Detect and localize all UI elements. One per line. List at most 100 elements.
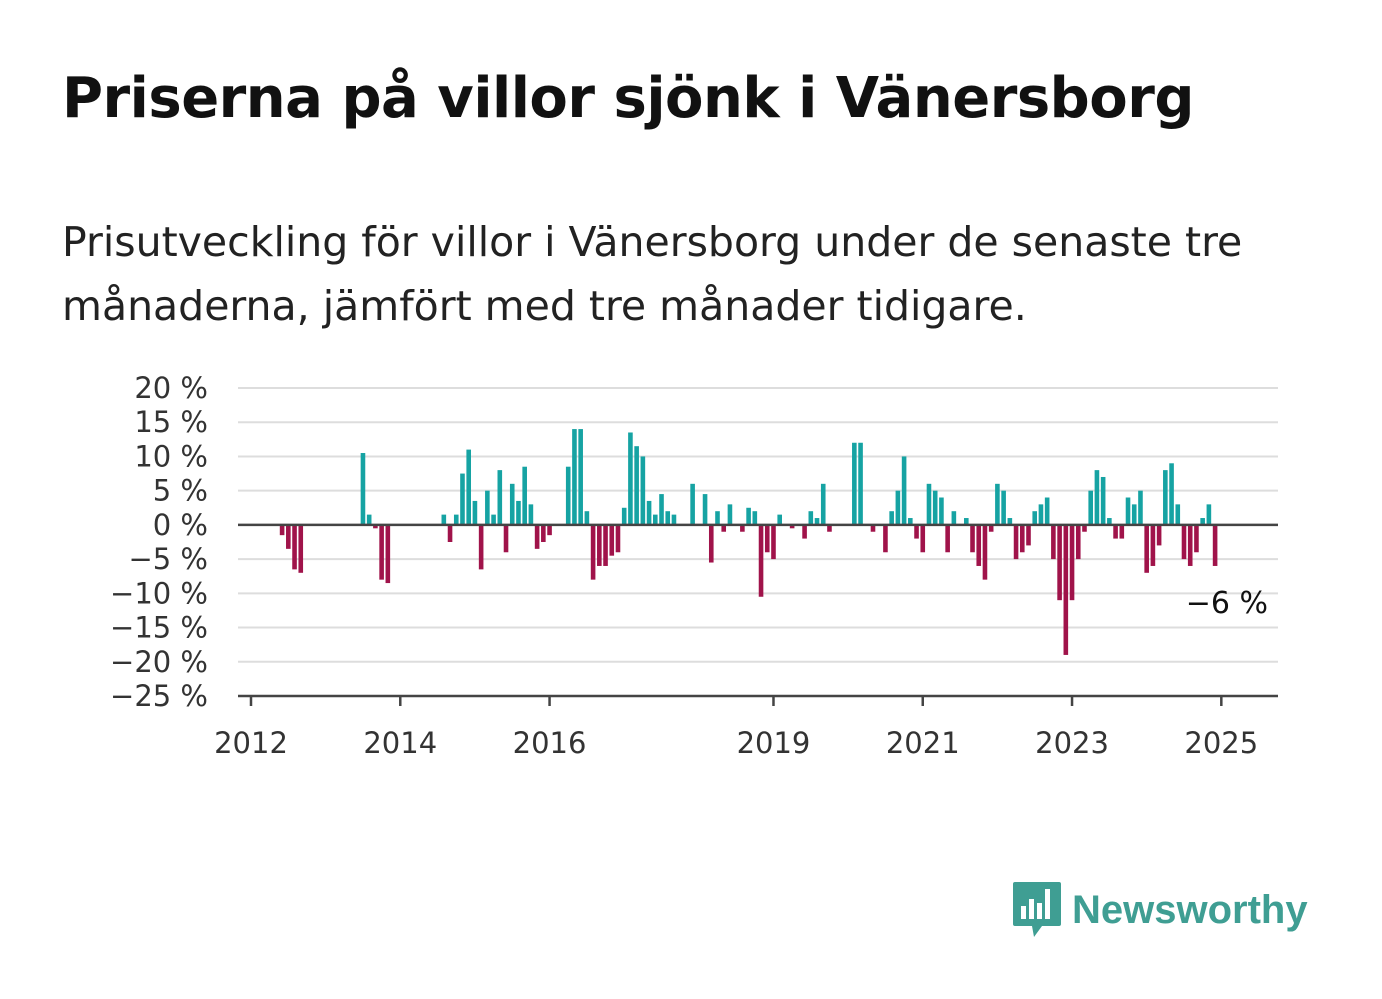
bar — [516, 500, 521, 525]
bar — [1169, 463, 1174, 525]
bar — [1088, 490, 1093, 525]
bar — [460, 473, 465, 525]
bar — [640, 456, 646, 525]
bar — [1044, 497, 1050, 525]
bar — [441, 514, 447, 525]
bar — [708, 524, 714, 563]
bar — [1150, 524, 1156, 566]
bar — [603, 524, 608, 566]
bar — [1051, 524, 1056, 560]
y-tick-label: 20 % — [134, 371, 208, 405]
bar — [908, 518, 913, 525]
bar — [771, 524, 776, 560]
bar — [945, 524, 950, 553]
bar — [789, 524, 795, 529]
last-value-annotation: −6 % — [1186, 586, 1268, 621]
bar — [964, 518, 969, 525]
y-tick-label: −25 % — [110, 679, 208, 713]
bar — [1038, 504, 1044, 525]
bar — [1094, 470, 1100, 525]
bar — [497, 470, 503, 525]
x-tick-label: 2014 — [363, 726, 437, 760]
bar — [292, 524, 297, 570]
bar — [659, 494, 664, 525]
bar — [298, 524, 304, 573]
bar — [453, 514, 459, 525]
bar — [634, 446, 639, 525]
bar — [385, 524, 391, 584]
bar — [914, 524, 919, 539]
bar — [852, 442, 857, 525]
bar — [509, 483, 515, 525]
bar — [951, 511, 957, 525]
bar — [1113, 524, 1118, 539]
y-tick-label: 5 % — [153, 474, 208, 508]
bar — [379, 524, 384, 580]
x-tick-label: 2016 — [513, 726, 587, 760]
bar — [988, 524, 994, 532]
bar — [1063, 524, 1069, 655]
x-tick-label: 2019 — [737, 726, 811, 760]
bar — [522, 466, 527, 525]
bar — [901, 456, 907, 525]
bar — [1125, 497, 1131, 525]
bar — [1212, 524, 1218, 566]
bar — [1206, 504, 1212, 525]
bar — [1138, 490, 1143, 525]
y-tick-label: 0 % — [153, 508, 208, 542]
y-tick-label: −10 % — [110, 576, 208, 610]
bar — [279, 524, 285, 536]
bar — [609, 524, 615, 556]
bar — [597, 524, 602, 566]
bar — [883, 524, 888, 553]
bar — [578, 429, 583, 525]
bar — [939, 497, 944, 525]
bar — [565, 466, 571, 525]
y-tick-label: 10 % — [134, 439, 208, 473]
bar — [932, 490, 938, 525]
bar — [541, 524, 546, 542]
bar — [1181, 524, 1187, 560]
bar — [615, 524, 621, 553]
chart-subtitle: Prisutveckling för villor i Vänersborg u… — [62, 218, 1243, 330]
bar — [858, 442, 863, 525]
bar — [485, 490, 490, 525]
bar — [1007, 518, 1013, 525]
bar — [870, 524, 876, 532]
bar — [752, 511, 758, 525]
bar — [447, 524, 453, 542]
bar — [1001, 490, 1006, 525]
x-tick-label: 2012 — [214, 726, 288, 760]
bar — [920, 524, 926, 553]
bar — [628, 432, 633, 525]
bar — [534, 524, 540, 549]
bar — [889, 511, 894, 525]
bar — [777, 514, 782, 525]
bar — [472, 500, 478, 525]
bar — [982, 524, 988, 580]
bar — [746, 507, 751, 525]
bar — [1144, 524, 1149, 573]
bar — [715, 511, 720, 525]
y-tick-label: 15 % — [134, 405, 208, 439]
x-tick-label: 2023 — [1035, 726, 1109, 760]
bar — [1069, 524, 1075, 601]
bar — [373, 524, 378, 529]
bar — [764, 524, 770, 553]
bar — [976, 524, 982, 566]
bar — [503, 524, 509, 553]
bar — [491, 514, 496, 525]
bar — [1200, 518, 1205, 525]
bar — [727, 504, 733, 525]
bar — [1107, 518, 1112, 525]
bar — [820, 483, 826, 525]
y-tick-label: −20 % — [110, 645, 208, 679]
bar-chart-speech-bubble-icon — [1013, 882, 1061, 937]
bar — [758, 524, 764, 597]
bar — [1119, 524, 1125, 539]
bar — [590, 524, 596, 580]
bar — [802, 524, 807, 539]
bar — [1100, 476, 1106, 525]
bar — [1057, 524, 1062, 601]
bar — [1075, 524, 1081, 560]
